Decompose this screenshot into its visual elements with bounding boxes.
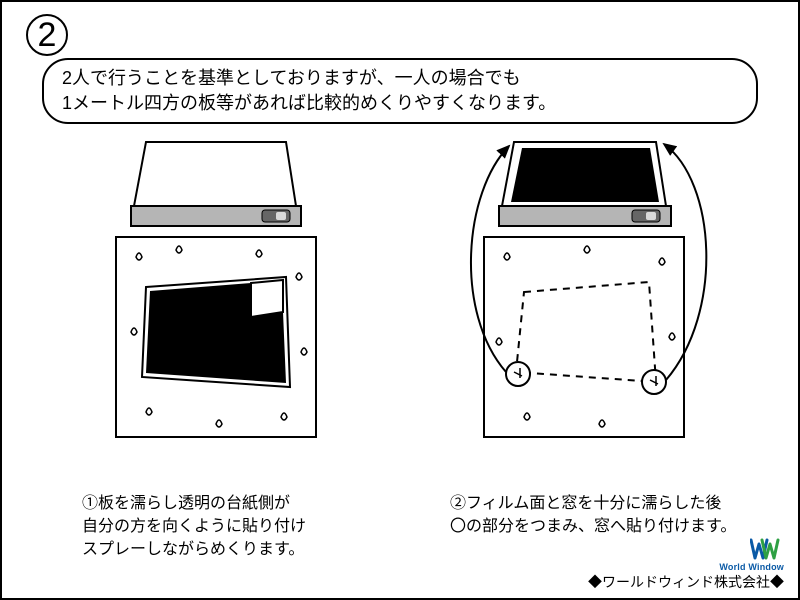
car-window-icon xyxy=(131,142,301,226)
panel-right: ②フィルム面と窓を十分に濡らした後 〇の部分をつまみ、窓へ貼り付けます。 xyxy=(414,132,754,562)
car-window-with-film-icon xyxy=(499,142,671,226)
footer-company: ◆ワールドウィンド株式会社◆ xyxy=(588,572,784,592)
grab-point-icon xyxy=(642,370,666,394)
logo-mark-icon xyxy=(750,538,780,560)
film-on-board-icon xyxy=(142,277,290,387)
panel-left-caption: ①板を濡らし透明の台紙側が 自分の方を向くように貼り付け スプレーしながらめくり… xyxy=(46,492,386,562)
panel-left: ①板を濡らし透明の台紙側が 自分の方を向くように貼り付け スプレーしながらめくり… xyxy=(46,132,386,562)
logo xyxy=(588,538,784,560)
logo-brand-text: World Window xyxy=(588,562,784,572)
panel-left-illustration xyxy=(76,132,356,482)
grab-point-icon xyxy=(506,362,530,386)
footer: World Window ◆ワールドウィンド株式会社◆ xyxy=(588,538,784,592)
panel-right-caption: ②フィルム面と窓を十分に濡らした後 〇の部分をつまみ、窓へ貼り付けます。 xyxy=(414,492,754,538)
header-note: 2人で行うことを基準としておりますが、一人の場合でも 1メートル四方の板等があれ… xyxy=(42,58,758,124)
step-number-circle: 2 xyxy=(26,14,68,56)
panels-row: ①板を濡らし透明の台紙側が 自分の方を向くように貼り付け スプレーしながらめくり… xyxy=(2,132,798,562)
panel-right-illustration xyxy=(434,132,734,482)
board-icon xyxy=(484,237,684,437)
